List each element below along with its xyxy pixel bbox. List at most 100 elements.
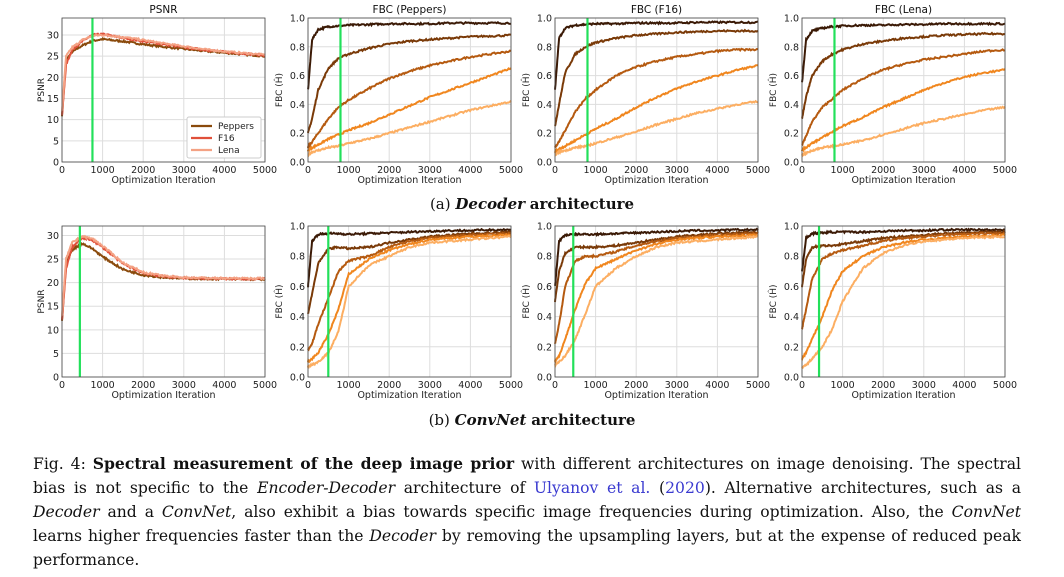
- series-line-band-1: [307, 20, 512, 90]
- citation-link[interactable]: Ulyanov et al.: [533, 479, 651, 497]
- x-axis-label: Optimization Iteration: [357, 390, 461, 401]
- x-tick-label: 2000: [871, 165, 895, 176]
- plot-frame: [554, 17, 759, 163]
- chart-title: FBC (F16): [631, 4, 682, 16]
- series-line-band-3: [554, 231, 759, 344]
- chart-svg: 0 1000 2000 3000 4000 5000 0.0 0.2 0.4 0.6 0.8 1.0 F…: [767, 4, 1017, 186]
- x-tick-label: 5000: [253, 380, 277, 391]
- x-tick-label: 1000: [91, 380, 115, 391]
- chart-svg: 0 1000 2000 3000 4000 5000 0 5 10 15 20 25 30 PSNR Opt…: [37, 4, 277, 186]
- chart-fbc-peppers-decoder: 0 1000 2000 3000 4000 5000 0.0 0.2 0.4 0.6 0.8 1.0 F…: [246, 0, 523, 200]
- x-tick-label: 3000: [418, 165, 442, 176]
- chart-svg: 0 1000 2000 3000 4000 5000 0 5 10 15 20 25 30 Optimiz…: [37, 225, 277, 401]
- x-tick-label: 2000: [131, 165, 155, 176]
- x-tick-label: 3000: [172, 380, 196, 391]
- caption-text: architecture of: [395, 479, 534, 497]
- x-tick-label: 5000: [746, 380, 770, 391]
- chart-fbc-lena-decoder: 0 1000 2000 3000 4000 5000 0.0 0.2 0.4 0.6 0.8 1.0 F…: [740, 0, 1017, 200]
- y-tick-label: 0.0: [537, 158, 552, 169]
- y-tick-label: 0.0: [784, 373, 799, 384]
- y-tick-label: 0.2: [537, 342, 552, 353]
- series-line-band-4: [554, 64, 759, 156]
- series-line-band-5: [801, 235, 1005, 370]
- y-tick-label: 0.6: [290, 71, 305, 82]
- y-tick-label: 0.0: [537, 373, 552, 384]
- y-tick-label: 0.6: [784, 282, 799, 293]
- x-tick-label: 0: [305, 165, 311, 176]
- chart-psnr-convnet: 0 1000 2000 3000 4000 5000 0 5 10 15 20 25 30 Optimiz…: [0, 208, 277, 408]
- x-tick-label: 1000: [831, 380, 855, 391]
- chart-fbc-f16-convnet: 0 1000 2000 3000 4000 5000 0.0 0.2 0.4 0.6 0.8 1.0 O…: [493, 208, 770, 408]
- x-axis-label: Optimization Iteration: [111, 175, 215, 186]
- y-tick-label: 0: [53, 373, 59, 384]
- y-tick-label: 1.0: [784, 222, 799, 233]
- subcaption-label: (a): [429, 195, 451, 213]
- y-tick-label: 0.4: [290, 312, 305, 323]
- y-tick-label: 0.2: [290, 129, 305, 140]
- legend-label: Peppers: [218, 122, 254, 132]
- y-tick-label: 1.0: [784, 14, 799, 25]
- x-tick-label: 3000: [912, 165, 936, 176]
- series-line-band-4: [801, 68, 1006, 153]
- y-tick-label: 15: [47, 94, 59, 105]
- y-tick-label: 0.8: [784, 252, 799, 263]
- plot-frame: [554, 225, 759, 378]
- series-line-band-3: [801, 231, 1006, 330]
- x-tick-label: 0: [799, 165, 805, 176]
- x-tick-label: 1000: [584, 165, 608, 176]
- x-tick-label: 4000: [212, 380, 236, 391]
- x-tick-label: 1000: [584, 380, 608, 391]
- y-tick-label: 1.0: [290, 14, 305, 25]
- caption-label: Fig. 4:: [33, 455, 86, 473]
- y-tick-label: 0.6: [290, 282, 305, 293]
- series-line-band-1: [801, 227, 1006, 272]
- plot-frame: [61, 17, 266, 163]
- caption-text: ). Alternative architectures, such as a: [704, 479, 1021, 497]
- y-tick-label: 0.6: [537, 282, 552, 293]
- series-line-band-4: [801, 233, 1006, 362]
- x-tick-label: 3000: [172, 165, 196, 176]
- y-tick-label: 15: [47, 302, 59, 313]
- x-tick-label: 3000: [912, 380, 936, 391]
- y-tick-label: 0.6: [784, 71, 799, 82]
- y-tick-label: 30: [47, 30, 59, 41]
- chart-fbc-lena-convnet: 0 1000 2000 3000 4000 5000 0.0 0.2 0.4 0.6 0.8 1.0 O…: [740, 208, 1017, 408]
- y-axis-label: FBC (Ĥ): [520, 284, 532, 318]
- series-line-band-2: [801, 229, 1006, 288]
- y-tick-label: 0.8: [290, 42, 305, 53]
- y-tick-label: 0.2: [290, 342, 305, 353]
- x-tick-label: 5000: [499, 380, 523, 391]
- caption-bold: Spectral measurement of the deep image p…: [92, 454, 515, 473]
- y-axis-label: FBC (Ĥ): [273, 73, 285, 107]
- x-tick-label: 5000: [993, 165, 1017, 176]
- series-line-lena: [61, 234, 266, 316]
- caption-italic: Decoder: [369, 527, 436, 545]
- x-tick-label: 4000: [458, 165, 482, 176]
- chart-svg: 0 1000 2000 3000 4000 5000 0.0 0.2 0.4 0.6 0.8 1.0 O…: [520, 222, 770, 402]
- x-tick-label: 0: [305, 380, 311, 391]
- y-axis-label: PSNR: [37, 78, 47, 102]
- citation-year-link[interactable]: 2020: [665, 479, 705, 497]
- x-axis-label: Optimization Iteration: [111, 390, 215, 401]
- x-tick-label: 0: [59, 165, 65, 176]
- x-tick-label: 1000: [337, 380, 361, 391]
- caption-text: (: [650, 479, 666, 497]
- plot-frame: [801, 17, 1006, 163]
- y-tick-label: 0.8: [784, 42, 799, 53]
- caption-italic: Decoder: [33, 503, 100, 521]
- x-tick-label: 4000: [705, 165, 729, 176]
- y-tick-label: 5: [53, 349, 59, 360]
- x-tick-label: 3000: [665, 380, 689, 391]
- y-tick-label: 0.0: [290, 373, 305, 384]
- y-tick-label: 0.8: [537, 252, 552, 263]
- series-line-band-2: [801, 31, 1006, 119]
- caption-italic: Encoder-Decoder: [257, 479, 396, 497]
- x-tick-label: 4000: [705, 380, 729, 391]
- chart-svg: 0 1000 2000 3000 4000 5000 0.0 0.2 0.4 0.6 0.8 1.0 O…: [767, 222, 1017, 402]
- y-tick-label: 0.8: [290, 252, 305, 263]
- y-tick-label: 25: [47, 52, 59, 63]
- chart-svg: 0 1000 2000 3000 4000 5000 0.0 0.2 0.4 0.6 0.8 1.0 F…: [520, 4, 770, 186]
- y-tick-label: 20: [47, 278, 59, 289]
- x-tick-label: 4000: [952, 165, 976, 176]
- x-tick-label: 5000: [746, 165, 770, 176]
